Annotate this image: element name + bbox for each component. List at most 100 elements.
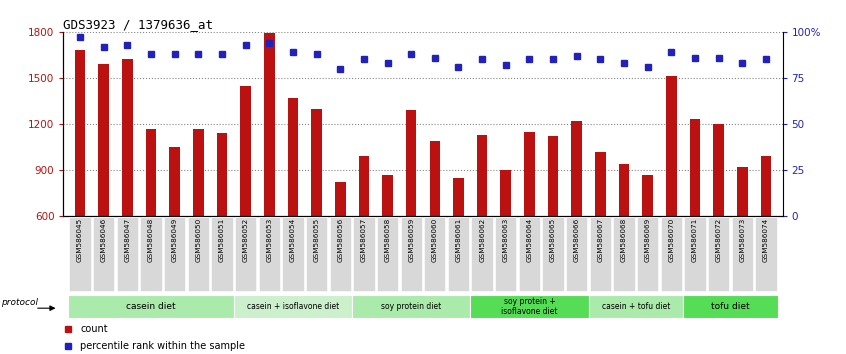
Text: GSM586067: GSM586067	[597, 218, 603, 262]
FancyBboxPatch shape	[376, 217, 398, 291]
Bar	[146, 129, 157, 216]
FancyBboxPatch shape	[235, 217, 256, 291]
Bar	[618, 164, 629, 216]
Bar	[335, 182, 345, 216]
Text: GSM586058: GSM586058	[385, 218, 391, 262]
Bar	[737, 167, 748, 216]
FancyBboxPatch shape	[93, 217, 114, 291]
Text: GSM586046: GSM586046	[101, 218, 107, 262]
Bar	[406, 110, 416, 216]
FancyBboxPatch shape	[542, 217, 563, 291]
Bar	[761, 156, 772, 216]
Text: GDS3923 / 1379636_at: GDS3923 / 1379636_at	[63, 18, 213, 31]
Text: GSM586061: GSM586061	[455, 218, 461, 262]
Text: GSM586064: GSM586064	[526, 218, 532, 262]
Bar	[430, 141, 440, 216]
FancyBboxPatch shape	[470, 295, 589, 318]
Text: GSM586071: GSM586071	[692, 218, 698, 262]
Bar	[453, 178, 464, 216]
FancyBboxPatch shape	[330, 217, 351, 291]
Bar	[122, 59, 133, 216]
Bar	[713, 124, 724, 216]
FancyBboxPatch shape	[283, 217, 304, 291]
Text: GSM586057: GSM586057	[361, 218, 367, 262]
FancyBboxPatch shape	[233, 295, 352, 318]
Bar	[595, 152, 606, 216]
Text: GSM586065: GSM586065	[550, 218, 556, 262]
FancyBboxPatch shape	[448, 217, 470, 291]
Text: casein diet: casein diet	[126, 302, 176, 311]
Text: GSM586054: GSM586054	[290, 218, 296, 262]
FancyBboxPatch shape	[164, 217, 185, 291]
FancyBboxPatch shape	[566, 217, 587, 291]
FancyBboxPatch shape	[424, 217, 446, 291]
Bar	[217, 133, 228, 216]
Text: GSM586053: GSM586053	[266, 218, 272, 262]
Bar	[382, 175, 393, 216]
FancyBboxPatch shape	[471, 217, 492, 291]
Text: GSM586063: GSM586063	[503, 218, 508, 262]
Text: GSM586070: GSM586070	[668, 218, 674, 262]
FancyBboxPatch shape	[352, 295, 470, 318]
Text: GSM586050: GSM586050	[195, 218, 201, 262]
Text: GSM586048: GSM586048	[148, 218, 154, 262]
Bar	[193, 129, 204, 216]
Bar	[666, 76, 677, 216]
FancyBboxPatch shape	[69, 295, 233, 318]
FancyBboxPatch shape	[495, 217, 516, 291]
Text: GSM586060: GSM586060	[431, 218, 438, 262]
Bar	[288, 98, 299, 216]
Text: GSM586045: GSM586045	[77, 218, 83, 262]
Text: GSM586074: GSM586074	[763, 218, 769, 262]
Bar	[571, 121, 582, 216]
Text: GSM586056: GSM586056	[338, 218, 343, 262]
FancyBboxPatch shape	[590, 217, 611, 291]
FancyBboxPatch shape	[684, 295, 777, 318]
Bar	[240, 86, 251, 216]
Text: count: count	[80, 324, 108, 333]
FancyBboxPatch shape	[519, 217, 540, 291]
FancyBboxPatch shape	[140, 217, 162, 291]
FancyBboxPatch shape	[306, 217, 327, 291]
Bar	[359, 156, 369, 216]
Bar	[98, 64, 109, 216]
FancyBboxPatch shape	[212, 217, 233, 291]
FancyBboxPatch shape	[637, 217, 658, 291]
Text: GSM586072: GSM586072	[716, 218, 722, 262]
Text: GSM586049: GSM586049	[172, 218, 178, 262]
FancyBboxPatch shape	[69, 217, 91, 291]
Text: percentile rank within the sample: percentile rank within the sample	[80, 341, 245, 351]
FancyBboxPatch shape	[755, 217, 777, 291]
Text: casein + isoflavone diet: casein + isoflavone diet	[247, 302, 339, 311]
FancyBboxPatch shape	[400, 217, 422, 291]
FancyBboxPatch shape	[117, 217, 138, 291]
FancyBboxPatch shape	[732, 217, 753, 291]
Text: tofu diet: tofu diet	[711, 302, 750, 311]
Text: GSM586062: GSM586062	[479, 218, 485, 262]
Text: GSM586051: GSM586051	[219, 218, 225, 262]
FancyBboxPatch shape	[613, 217, 634, 291]
Text: GSM586069: GSM586069	[645, 218, 651, 262]
FancyBboxPatch shape	[188, 217, 209, 291]
FancyBboxPatch shape	[589, 295, 684, 318]
Text: GSM586052: GSM586052	[243, 218, 249, 262]
Text: soy protein diet: soy protein diet	[381, 302, 442, 311]
Text: GSM586047: GSM586047	[124, 218, 130, 262]
Bar	[169, 147, 180, 216]
FancyBboxPatch shape	[354, 217, 375, 291]
FancyBboxPatch shape	[661, 217, 682, 291]
Text: soy protein +
isoflavone diet: soy protein + isoflavone diet	[501, 297, 558, 316]
Bar	[311, 109, 321, 216]
Bar	[264, 33, 275, 216]
Bar	[547, 136, 558, 216]
Bar	[501, 170, 511, 216]
Bar	[525, 132, 535, 216]
Text: casein + tofu diet: casein + tofu diet	[602, 302, 670, 311]
FancyBboxPatch shape	[259, 217, 280, 291]
Text: protocol: protocol	[1, 298, 38, 307]
Bar	[74, 50, 85, 216]
Text: GSM586073: GSM586073	[739, 218, 745, 262]
Bar	[689, 119, 700, 216]
Bar	[477, 135, 487, 216]
Text: GSM586059: GSM586059	[408, 218, 415, 262]
